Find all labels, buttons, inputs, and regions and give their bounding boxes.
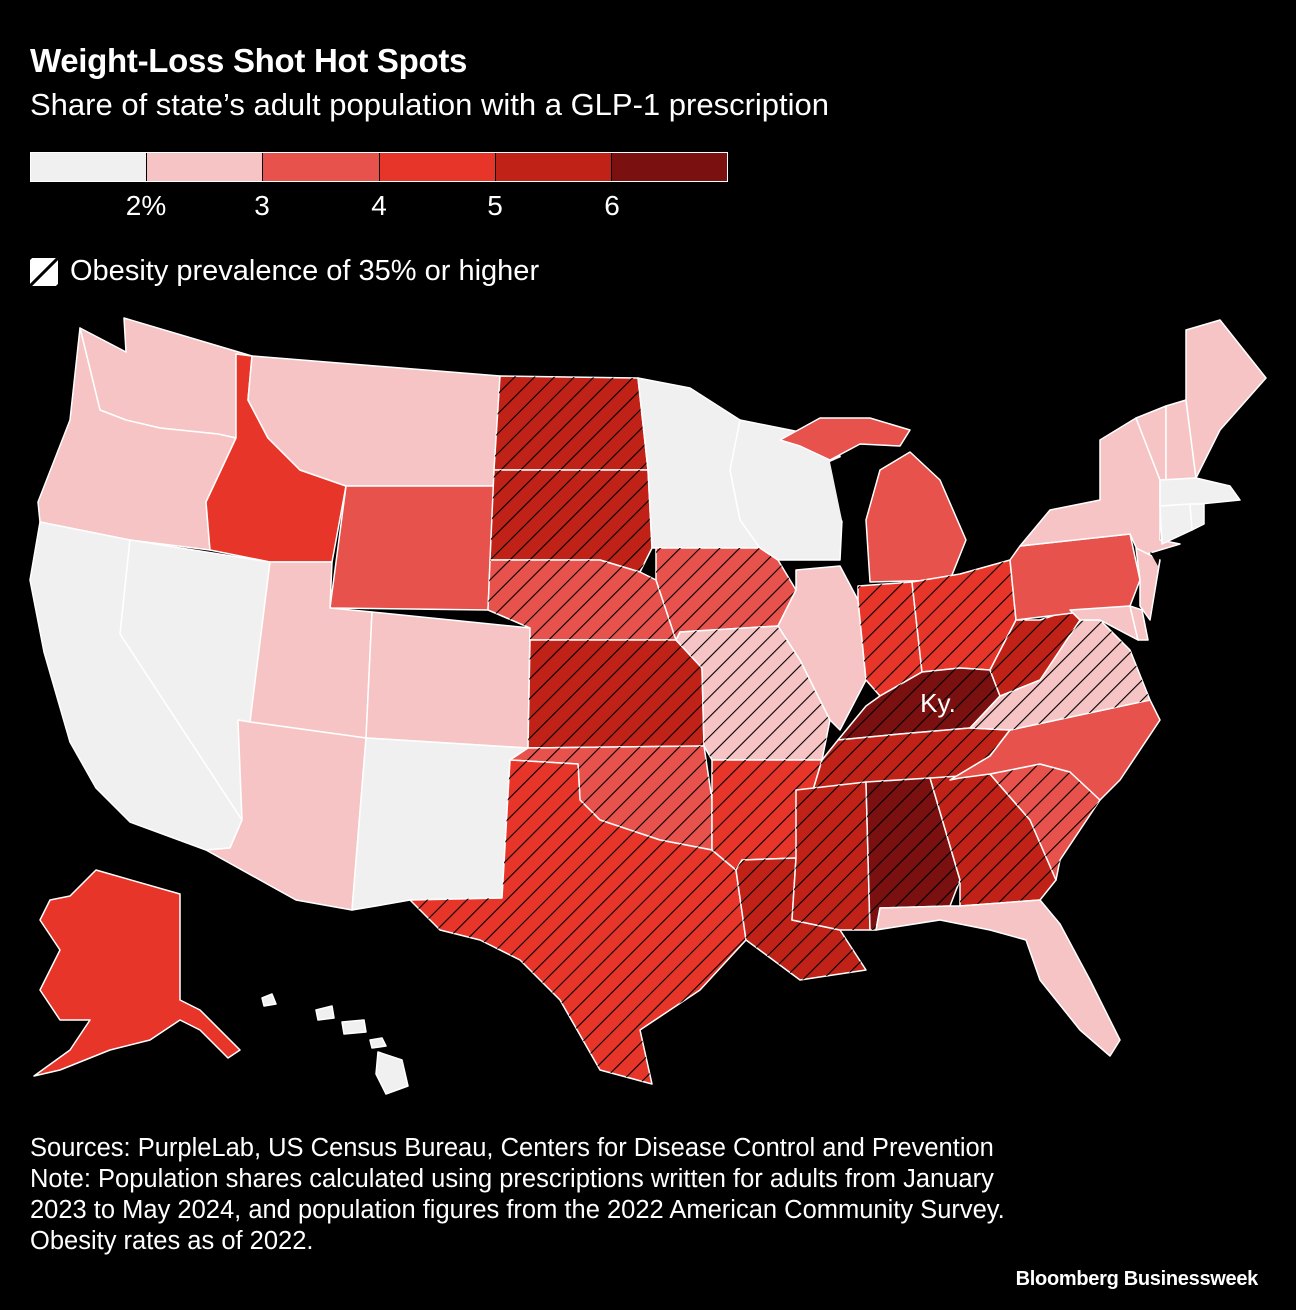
- legend-swatch: [495, 153, 612, 181]
- state-michigan-lower: [865, 451, 967, 583]
- legend-tick: 4: [371, 190, 387, 221]
- state-new-mexico: [351, 737, 529, 911]
- state-kentucky: [837, 667, 1001, 741]
- state-indiana: [857, 581, 923, 697]
- state-mississippi: [791, 781, 871, 931]
- sources-note: Sources: PurpleLab, US Census Bureau, Ce…: [30, 1133, 1030, 1257]
- kentucky-label: Ky.: [920, 688, 956, 718]
- hatch-swatch-icon: [30, 257, 58, 286]
- state-maryland: [1069, 605, 1139, 641]
- state-alaska: [33, 869, 241, 1077]
- legend-tick: 5: [487, 190, 503, 221]
- state-north-carolina: [949, 699, 1161, 801]
- legend-swatch: [31, 153, 148, 181]
- state-florida: [875, 899, 1121, 1057]
- state-texas: [409, 759, 747, 1085]
- state-missouri: [675, 625, 831, 761]
- state-delaware: [1129, 605, 1149, 641]
- color-legend: [30, 152, 728, 182]
- hatch-legend-label: Obesity prevalence of 35% or higher: [70, 255, 540, 287]
- state-south-dakota: [489, 469, 653, 573]
- state-nebraska: [487, 559, 677, 641]
- note-text: Note: Population shares calculated using…: [30, 1165, 1005, 1255]
- hatch-legend: Obesity prevalence of 35% or higher: [30, 255, 539, 288]
- chart-title: Weight-Loss Shot Hot Spots: [30, 42, 468, 79]
- state-connecticut: [1159, 503, 1193, 545]
- state-west-virginia: [989, 609, 1081, 697]
- state-michigan-upper: [779, 417, 911, 461]
- legend-tick: 2%: [125, 190, 167, 221]
- legend-swatch: [263, 153, 380, 181]
- great-lakes: [830, 446, 1160, 566]
- state-ohio: [911, 559, 1017, 673]
- state-rhode-island: [1189, 503, 1205, 531]
- state-hawaii: [261, 993, 409, 1095]
- legend-tick: 6: [604, 190, 620, 221]
- state-arkansas: [711, 759, 823, 871]
- state-massachusetts: [1159, 477, 1241, 507]
- state-alabama: [865, 777, 961, 931]
- legend-swatch: [147, 153, 264, 181]
- sources-text: Sources: PurpleLab, US Census Bureau, Ce…: [30, 1134, 994, 1162]
- state-kansas: [527, 639, 705, 749]
- state-wyoming: [329, 485, 495, 611]
- legend-tick: 3: [254, 190, 270, 221]
- credit-logo: Bloomberg Businessweek: [1015, 1268, 1259, 1290]
- chart-subtitle: Share of state’s adult population with a…: [30, 87, 830, 122]
- legend-swatch: [379, 153, 496, 181]
- state-colorado: [365, 611, 531, 749]
- state-georgia: [929, 773, 1057, 907]
- state-illinois: [777, 565, 867, 731]
- legend-swatch: [611, 153, 728, 181]
- state-north-dakota: [493, 375, 649, 471]
- state-iowa: [655, 547, 797, 641]
- state-maine: [1185, 319, 1267, 479]
